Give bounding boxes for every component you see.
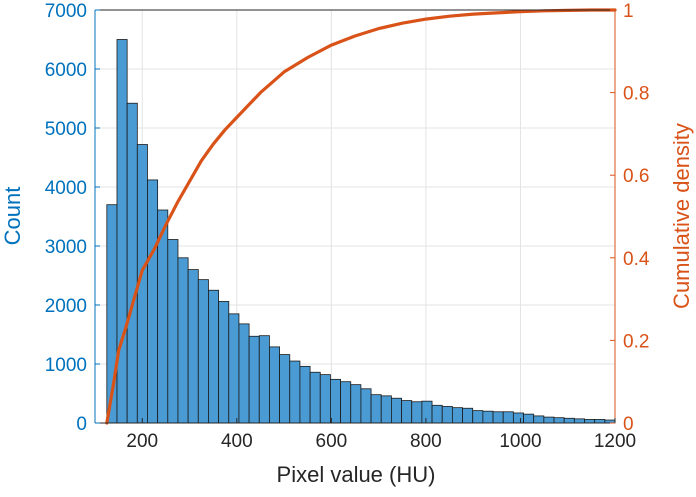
histogram-bar — [350, 384, 362, 424]
histogram-bar — [451, 407, 463, 424]
x-axis-label: Pixel value (HU) — [277, 462, 436, 487]
histogram-bar — [147, 179, 159, 424]
histogram-bar — [411, 401, 423, 424]
histogram-bar — [330, 378, 341, 424]
histogram-bar — [390, 397, 402, 424]
histogram-bar — [512, 412, 524, 424]
histogram-bar — [472, 410, 484, 424]
histogram-bar — [116, 39, 128, 424]
histogram-bar — [533, 415, 545, 424]
y-left-tick-label: 6000 — [45, 60, 87, 81]
axes — [94, 9, 616, 424]
cumulative-line — [105, 8, 617, 425]
histogram-bar — [502, 411, 514, 424]
histogram-bar — [360, 388, 372, 424]
histogram-bar — [594, 419, 606, 424]
histogram-bar — [248, 335, 260, 424]
x-tick-label: 1000 — [499, 431, 541, 452]
histogram-bar — [218, 301, 230, 424]
x-tick-label: 200 — [126, 431, 158, 452]
histogram-bar — [228, 313, 240, 424]
histogram-bar — [431, 404, 443, 424]
x-tick-label: 600 — [316, 431, 348, 452]
histogram-bar — [340, 381, 352, 424]
histogram-bar — [553, 417, 565, 424]
histogram-bar — [279, 354, 291, 424]
y-axis-left-label: Count — [0, 187, 25, 246]
histogram-bar — [177, 257, 189, 424]
histogram-bar — [380, 395, 392, 424]
y-right-tick-label: 0.2 — [623, 331, 649, 352]
histogram-bar — [238, 323, 250, 424]
histogram-bar — [563, 417, 575, 424]
y-axis-right-label: Cumulative density — [669, 123, 694, 309]
x-tick-label: 800 — [410, 431, 442, 452]
histogram-bar — [543, 416, 555, 424]
histogram-bar — [319, 374, 331, 424]
x-tick-label: 400 — [221, 431, 253, 452]
y-left-tick-label: 5000 — [45, 119, 87, 140]
histogram-bar — [126, 102, 138, 424]
histogram-bar — [370, 394, 382, 424]
histogram-bar — [269, 346, 281, 424]
histogram-bars — [106, 39, 616, 424]
x-tick-label: 1200 — [594, 431, 636, 452]
histogram-bar — [441, 406, 453, 424]
histogram-bar — [309, 371, 321, 424]
histogram-bar — [299, 365, 311, 424]
histogram-bar — [258, 335, 270, 424]
y-left-tick-label: 2000 — [45, 296, 87, 317]
histogram-bar — [401, 400, 413, 424]
y-right-tick-label: 1 — [623, 1, 634, 22]
tick-labels: 200 400 600 800 1000 120001000200030004000500… — [45, 1, 650, 452]
histogram-bar — [584, 419, 596, 424]
y-left-tick-label: 3000 — [45, 237, 87, 258]
y-left-tick-label: 4000 — [45, 178, 87, 199]
y-right-tick-label: 0.4 — [623, 249, 650, 270]
histogram-bar — [187, 269, 199, 424]
histogram-bar — [462, 407, 474, 424]
histogram-bar — [208, 289, 220, 424]
histogram-bar — [523, 413, 535, 424]
cumulative-density-line — [105, 8, 617, 425]
y-left-tick-label: 0 — [76, 414, 87, 435]
histogram-bar — [482, 410, 494, 424]
y-right-tick-label: 0 — [623, 414, 634, 435]
histogram-bar — [197, 279, 209, 424]
y-right-tick-label: 0.6 — [623, 166, 649, 187]
y-left-tick-label: 1000 — [45, 355, 87, 376]
histogram-bar — [573, 418, 585, 424]
histogram-bar — [289, 360, 301, 424]
y-left-tick-label: 7000 — [45, 1, 87, 22]
histogram-bar — [421, 400, 433, 424]
histogram-bar — [167, 239, 179, 424]
y-right-tick-label: 0.8 — [623, 84, 649, 105]
histogram-bar — [492, 411, 504, 424]
